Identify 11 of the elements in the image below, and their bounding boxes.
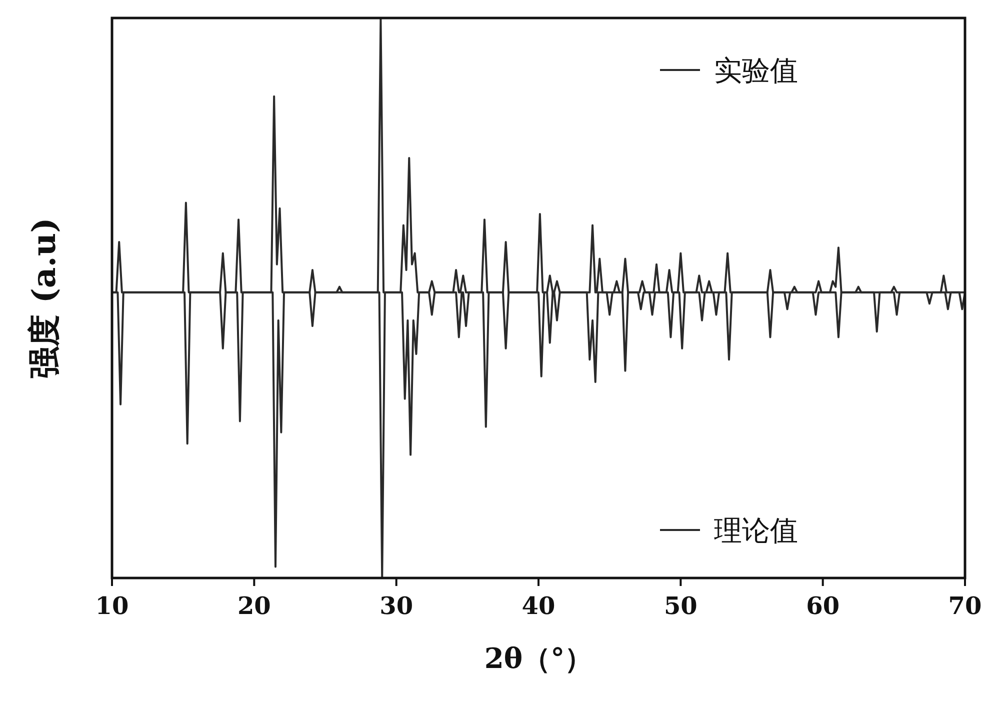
x-tick-label: 10 [95,591,129,620]
x-tick-label: 70 [948,591,982,620]
legend-label: 理论值 [714,514,798,547]
x-tick-label: 30 [380,591,414,620]
x-axis-title: 2θ（°） [484,642,593,675]
x-tick-label: 50 [664,591,698,620]
legend-label: 实验值 [714,54,798,87]
x-tick-label: 20 [237,591,271,620]
x-tick-label: 60 [806,591,840,620]
x-tick-label: 40 [522,591,556,620]
y-axis-title: 强度 (a.u) [25,218,63,378]
